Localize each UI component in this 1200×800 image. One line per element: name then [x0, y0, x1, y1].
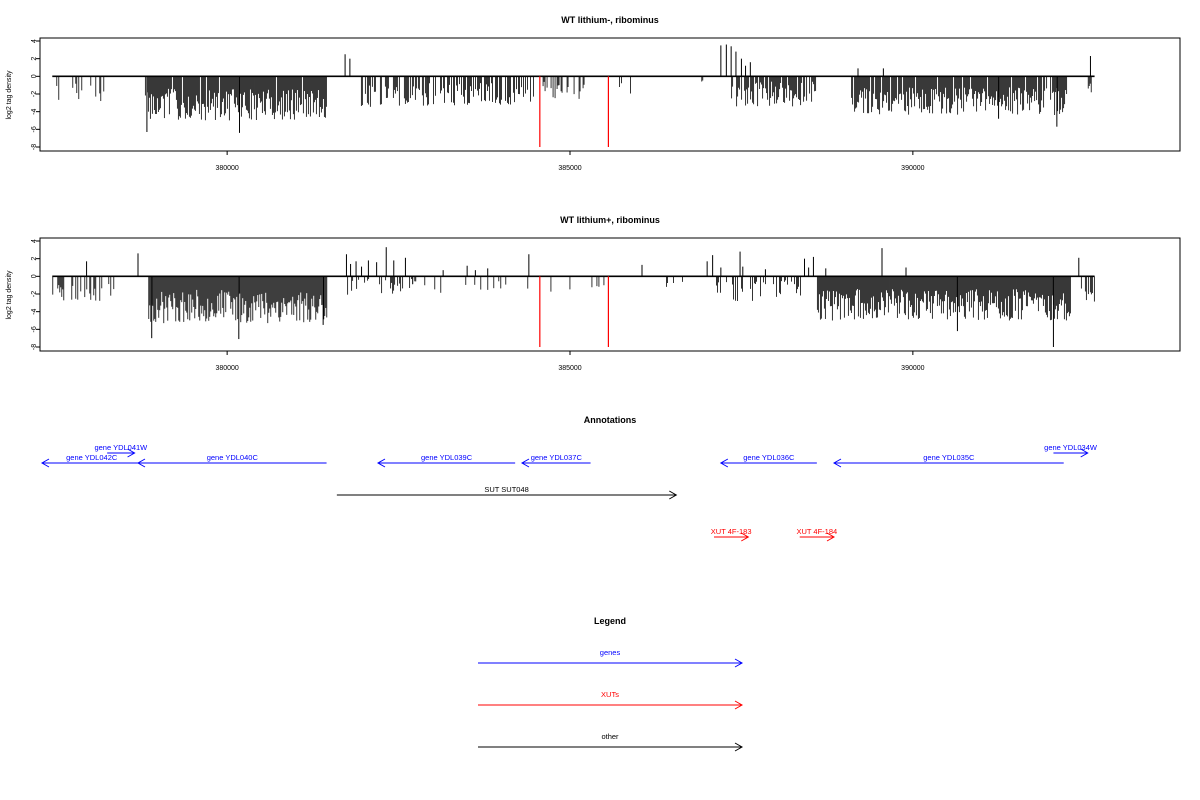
annotation-xut-4f-183[interactable]: XUT 4F-183	[711, 527, 752, 542]
y-tick-label: -2	[31, 291, 38, 297]
annotation-label: XUT 4F-183	[711, 527, 752, 536]
annotation-label: gene YDL039C	[421, 453, 473, 462]
arrowhead-icon	[1080, 448, 1089, 458]
annotation-label: SUT SUT048	[484, 485, 528, 494]
y-axis-label: log2 tag density	[6, 270, 13, 320]
annotation-label: gene YDL034W	[1044, 443, 1098, 452]
y-tick-label: 2	[31, 257, 38, 261]
y-tick-label: 0	[31, 274, 38, 278]
y-tick-label: 2	[31, 57, 38, 61]
annotation-gene-ydl039c[interactable]: gene YDL039C	[376, 453, 516, 468]
annotation-label: XUT 4F-184	[796, 527, 837, 536]
arrowhead-icon	[40, 458, 50, 468]
annotation-label: gene YDL041W	[94, 443, 148, 452]
arrowhead-icon	[734, 742, 744, 752]
legend-label: XUTs	[601, 690, 619, 699]
legend-item-genes: genes	[478, 648, 744, 668]
annotation-label: gene YDL040C	[207, 453, 259, 462]
annotation-sut-sut048[interactable]: SUT SUT048	[336, 485, 678, 500]
y-tick-label: -8	[31, 144, 38, 150]
annotation-gene-ydl041w[interactable]: gene YDL041W	[94, 443, 148, 458]
bar-series	[52, 44, 1095, 147]
arrowhead-icon	[136, 458, 146, 468]
arrowhead-icon	[719, 458, 729, 468]
panel-lithium-minus: WT lithium-, ribominus 4 2 0 -2 -4 -6 -8 38000…	[6, 15, 1181, 172]
annotation-gene-ydl042c[interactable]: gene YDL042C	[40, 453, 142, 468]
legend-label: other	[601, 732, 619, 741]
annotation-gene-ydl040c[interactable]: gene YDL040C	[136, 453, 327, 468]
legend: Legend genes XUTs other	[478, 616, 744, 752]
annotation-gene-ydl034w[interactable]: gene YDL034W	[1044, 443, 1098, 458]
arrowhead-icon	[376, 458, 386, 468]
arrowhead-icon	[520, 458, 530, 468]
legend-label: genes	[600, 648, 621, 657]
annotation-gene-ydl035c[interactable]: gene YDL035C	[832, 453, 1064, 468]
legend-item-xuts: XUTs	[478, 690, 744, 710]
y-tick-label: -6	[31, 126, 38, 132]
y-tick-label: -2	[31, 91, 38, 97]
legend-title: Legend	[594, 616, 626, 626]
legend-item-other: other	[478, 732, 744, 752]
annotation-gene-ydl037c[interactable]: gene YDL037C	[520, 453, 591, 468]
y-axis-label: log2 tag density	[6, 70, 13, 120]
y-tick-label: -6	[31, 326, 38, 332]
panel-lithium-plus: WT lithium+, ribominus 4 2 0 -2 -4 -6 -8 38000…	[6, 215, 1181, 372]
y-tick-label: 4	[31, 239, 38, 243]
panel-title: WT lithium-, ribominus	[561, 15, 659, 25]
y-tick-label: -8	[31, 344, 38, 350]
x-tick-label: 390000	[901, 365, 924, 372]
annotation-label: gene YDL036C	[743, 453, 795, 462]
arrowhead-icon	[734, 658, 744, 668]
annotation-label: gene YDL035C	[923, 453, 975, 462]
y-tick-label: -4	[31, 308, 38, 314]
annotation-gene-ydl036c[interactable]: gene YDL036C	[719, 453, 817, 468]
panel-title: WT lithium+, ribominus	[560, 215, 660, 225]
y-tick-label: 0	[31, 74, 38, 78]
arrowhead-icon	[127, 448, 136, 458]
arrowhead-icon	[832, 458, 842, 468]
y-tick-label: 4	[31, 39, 38, 43]
arrowhead-icon	[669, 490, 678, 500]
x-tick-label: 380000	[215, 365, 238, 372]
x-tick-label: 380000	[215, 165, 238, 172]
x-tick-label: 385000	[558, 365, 581, 372]
arrowhead-icon	[741, 532, 750, 542]
annotations-title: Annotations	[584, 415, 637, 425]
annotation-label: gene YDL042C	[66, 453, 118, 462]
annotation-xut-4f-184[interactable]: XUT 4F-184	[796, 527, 837, 542]
annotation-label: gene YDL037C	[531, 453, 583, 462]
y-tick-label: -4	[31, 108, 38, 114]
x-tick-label: 390000	[901, 165, 924, 172]
arrowhead-icon	[826, 532, 836, 542]
arrowhead-icon	[734, 700, 744, 710]
x-tick-label: 385000	[558, 165, 581, 172]
bar-series	[52, 247, 1095, 347]
